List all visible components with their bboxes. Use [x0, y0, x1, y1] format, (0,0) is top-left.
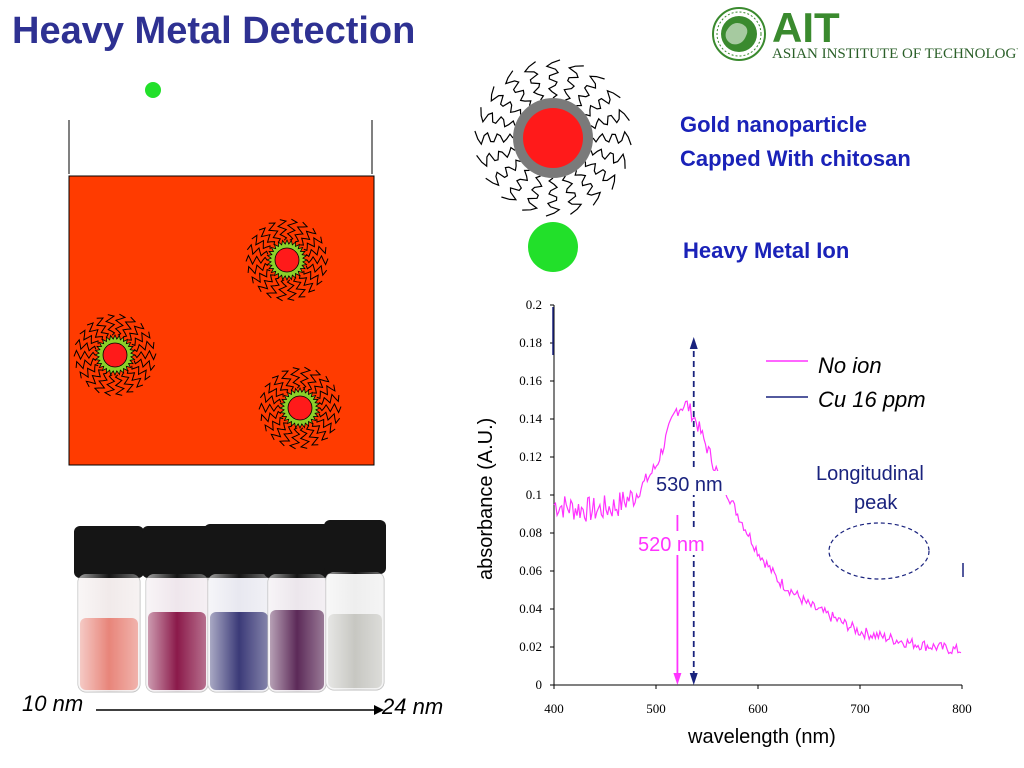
peak-520-label-bg	[636, 531, 716, 555]
y-tick-label: 0.18	[519, 335, 542, 350]
x-tick-label: 800	[952, 701, 972, 716]
y-tick-label: 0.2	[526, 297, 542, 312]
ait-short: AIT	[772, 6, 840, 51]
size-start-label: 10 nm	[22, 691, 84, 716]
peak-520-arrowhead	[673, 673, 682, 685]
ait-seal-icon	[712, 7, 766, 61]
nanoparticle-icon	[258, 366, 342, 450]
legend-no-ion-label: No ion	[818, 353, 882, 378]
peak-530-label: 530 nm	[656, 474, 723, 496]
vial-10nm	[74, 526, 144, 693]
vial-3	[204, 524, 274, 693]
y-tick-label: 0	[536, 677, 543, 692]
gold-core-icon	[523, 108, 583, 168]
gold-nanoparticle-label: Gold nanoparticle Capped With chitosan	[680, 108, 911, 176]
y-axis-title: absorbance (A.U.)	[475, 418, 497, 580]
heavy-metal-ion-icon	[528, 222, 578, 272]
y-tick-label: 0.14	[519, 411, 542, 426]
peak-530-label-bg	[653, 471, 739, 495]
legend-particles	[474, 59, 632, 272]
page-title: Heavy Metal Detection	[12, 10, 416, 52]
solution-container-diagram	[68, 82, 375, 466]
size-end-label: 24 nm	[382, 694, 444, 719]
size-arrow-icon	[96, 705, 384, 715]
longitudinal-label-line1: Longitudinal	[816, 463, 924, 485]
vial-24nm	[324, 520, 386, 691]
nanoparticle-icon	[245, 218, 329, 302]
peak-530-arrowhead-bottom	[689, 673, 698, 685]
y-tick-label: 0.06	[519, 563, 542, 578]
absorbance-chart: 00.020.040.060.080.10.120.140.160.180.2 …	[475, 297, 972, 748]
vial-4	[264, 524, 330, 693]
x-tick-label: 400	[544, 701, 564, 716]
x-axis-title: wavelength (nm)	[687, 726, 836, 748]
longitudinal-peak-ellipse	[828, 522, 930, 580]
chitosan-ligands-icon	[474, 59, 632, 217]
y-tick-label: 0.08	[519, 525, 542, 540]
legend-cu-label: Cu 16 ppm	[818, 387, 926, 412]
y-tick-label: 0.02	[519, 639, 542, 654]
y-tick-labels: 0 0.02 0.04 0.06 0.08 0.1 0.12 0.14 0.16 0.18 0.2	[519, 297, 542, 692]
series-no-ion-line	[553, 400, 962, 655]
x-tick-label: 600	[748, 701, 768, 716]
y-tick-label: 0.04	[519, 601, 542, 616]
longitudinal-label-line2: peak	[854, 492, 898, 514]
gold-label-line2: Capped With chitosan	[680, 146, 911, 171]
solution-fill	[68, 175, 375, 466]
ait-full: ASIAN INSTITUTE OF TECHNOLOGY	[772, 46, 1018, 62]
ait-logo: AIT ASIAN INSTITUTE OF TECHNOLOGY	[712, 6, 1018, 62]
heavy-metal-ion-label: Heavy Metal Ion	[683, 238, 850, 263]
y-tick-label: 0.12	[519, 449, 542, 464]
falling-ion-icon	[145, 82, 161, 98]
nanoparticle-icon	[73, 313, 157, 397]
vial-2	[142, 526, 212, 693]
x-tick-label: 700	[850, 701, 870, 716]
y-tick-label: 0.16	[519, 373, 542, 388]
vials-photo	[74, 520, 386, 693]
x-tick-label: 500	[646, 701, 666, 716]
y-tick-label: 0.1	[526, 487, 542, 502]
peak-520-label: 520 nm	[638, 534, 705, 556]
peak-530-arrowhead-top	[689, 337, 698, 349]
x-tick-labels: 400 500 600 700 800	[544, 701, 972, 716]
tick-marks	[550, 304, 963, 689]
gold-label-line1: Gold nanoparticle	[680, 112, 868, 137]
